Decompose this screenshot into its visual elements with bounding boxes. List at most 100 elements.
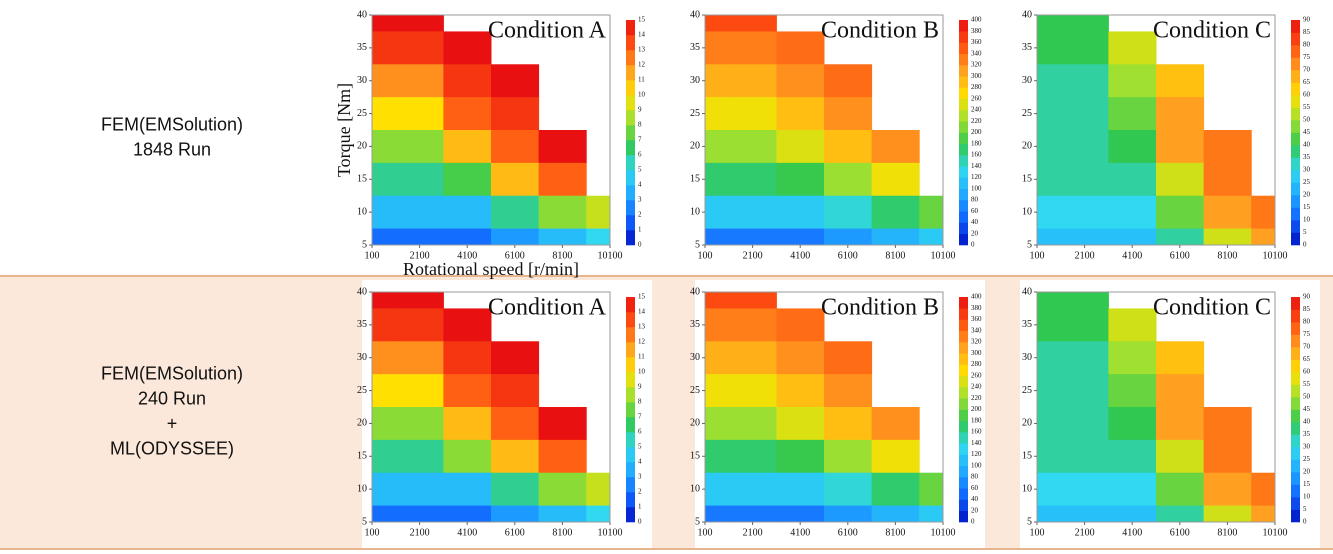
- colorbar-band: [959, 65, 968, 77]
- y-tick-label: 10: [1022, 483, 1032, 494]
- colorbar-label: 85: [1303, 28, 1311, 36]
- plot-frame: [1036, 14, 1276, 246]
- colorbar-band: [626, 140, 635, 156]
- y-tick-label: 40: [1022, 286, 1032, 297]
- colorbar-label: 80: [971, 473, 979, 481]
- contour-cell: [1108, 31, 1157, 65]
- colorbar-band: [1291, 82, 1300, 96]
- colorbar-band: [959, 477, 968, 489]
- colorbar-band: [1291, 57, 1300, 71]
- chart-title: Condition C: [1153, 18, 1271, 44]
- contour-cell: [1251, 228, 1276, 246]
- colorbar-band: [959, 297, 968, 309]
- contour-cell: [1108, 439, 1157, 474]
- contour-cell: [538, 130, 587, 164]
- colorbar-label: 9: [638, 106, 642, 114]
- contour-cell: [871, 472, 920, 507]
- colorbar-label: 9: [638, 383, 642, 391]
- colorbar-band: [959, 177, 968, 190]
- contour-cell: [443, 374, 492, 408]
- contour-cell: [728, 374, 777, 408]
- y-tick-label: 15: [1022, 451, 1032, 462]
- contour-cell: [372, 195, 397, 230]
- contour-cell: [443, 162, 492, 197]
- colorbar-label: 30: [1303, 443, 1311, 451]
- contour-cell: [776, 64, 825, 98]
- colorbar-band: [1291, 359, 1300, 373]
- colorbar-band: [1291, 472, 1300, 485]
- x-tick-label: 8100: [552, 527, 572, 538]
- chart-title: Condition B: [821, 295, 939, 321]
- contour-cell: [705, 195, 730, 230]
- colorbar-label: 0: [1303, 518, 1307, 526]
- contour-cell: [728, 31, 777, 65]
- contour-cell: [776, 97, 825, 131]
- contour-cell: [443, 195, 492, 230]
- colorbar-band: [626, 387, 635, 403]
- contour-cell: [1156, 64, 1205, 98]
- plot-frame: [371, 291, 611, 523]
- contour-cell: [586, 195, 611, 230]
- contour-cell: [395, 341, 444, 375]
- y-tick-label: 20: [357, 418, 367, 429]
- colorbar-band: [1291, 182, 1300, 196]
- contour-cell: [776, 505, 825, 523]
- y-tick-label: 30: [1022, 352, 1032, 363]
- contour-cell: [491, 374, 540, 408]
- colorbar-band: [626, 402, 635, 418]
- colorbar-band: [959, 155, 968, 167]
- contour-cell: [395, 195, 444, 230]
- colorbar-label: 7: [638, 136, 642, 144]
- colorbar-band: [626, 297, 635, 313]
- colorbar-label: 0: [971, 518, 975, 526]
- contour-cell: [372, 407, 397, 441]
- contour-cell: [1108, 64, 1157, 98]
- colorbar-band: [959, 499, 968, 512]
- colorbar-band: [626, 215, 635, 231]
- contour-cell: [395, 31, 444, 65]
- contour-cell: [443, 472, 492, 507]
- contour-cell: [1037, 292, 1062, 309]
- colorbar-band: [959, 132, 968, 145]
- contour-cell: [1108, 97, 1157, 131]
- contour-cell: [1037, 308, 1062, 342]
- colorbar-label: 20: [1303, 468, 1311, 476]
- plot-frame: [704, 14, 944, 246]
- colorbar-label: 0: [971, 241, 975, 249]
- colorbar-band: [626, 155, 635, 171]
- contour-cell: [1156, 407, 1205, 441]
- contour-cell: [1156, 439, 1205, 474]
- colorbar-band: [1291, 20, 1300, 33]
- y-tick-label: 10: [357, 483, 367, 494]
- contour-cell: [705, 374, 730, 408]
- contour-cell: [1060, 162, 1109, 197]
- colorbar-label: 4: [638, 458, 642, 466]
- colorbar-label: 380: [971, 304, 982, 312]
- colorbar-label: 280: [971, 360, 982, 368]
- colorbar-band: [959, 488, 968, 500]
- contour-cell: [372, 228, 397, 246]
- contour-cell: [705, 341, 730, 375]
- colorbar-label: 2: [638, 488, 642, 496]
- contour-cell: [871, 505, 920, 523]
- plot-frame: [371, 14, 611, 246]
- contour-cell: [372, 31, 397, 65]
- colorbar-label: 13: [638, 323, 646, 331]
- colorbar-band: [1291, 484, 1300, 498]
- colorbar-label: 90: [1303, 16, 1311, 24]
- colorbar-band: [626, 65, 635, 81]
- contour-cell: [1108, 505, 1157, 523]
- colorbar-band: [626, 312, 635, 328]
- row-label: FEM(EMSolution): [101, 363, 243, 383]
- contour-cell: [491, 97, 540, 131]
- contour-cell: [1156, 472, 1205, 507]
- contour-cell: [776, 407, 825, 441]
- contour-cell: [491, 130, 540, 164]
- x-tick-label: 2100: [410, 527, 430, 538]
- colorbar-band: [1291, 145, 1300, 158]
- contour-cell: [776, 31, 825, 65]
- colorbar-band: [1291, 232, 1300, 246]
- contour-cell: [1060, 505, 1109, 523]
- contour-cell: [728, 64, 777, 98]
- colorbar-label: 280: [971, 83, 982, 91]
